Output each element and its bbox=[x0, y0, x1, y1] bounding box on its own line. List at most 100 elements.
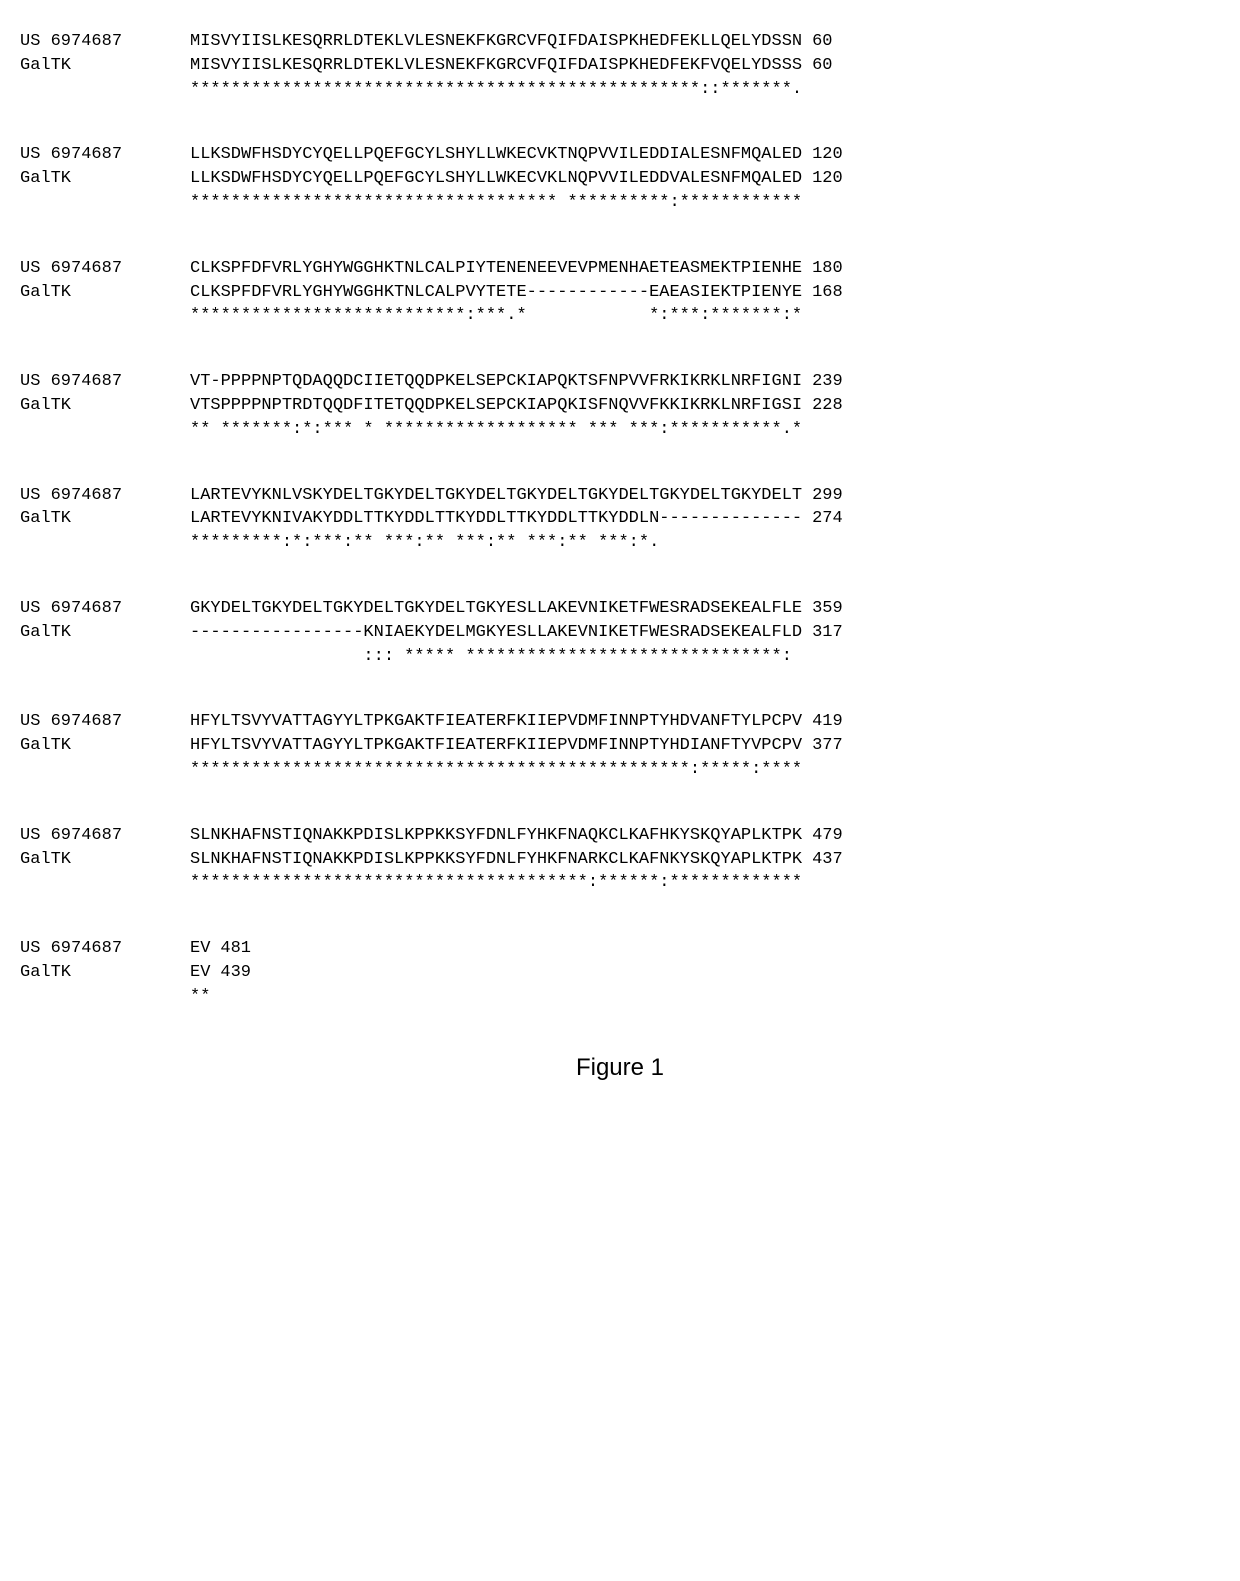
sequence-label-2: GalTK bbox=[20, 167, 190, 191]
sequence-position-1: 481 bbox=[220, 937, 251, 961]
sequence-residues-2: EV bbox=[190, 961, 210, 985]
sequence-residues-1: VT-PPPPNPTQDAQQDCIIETQQDPKELSEPCKIAPQKTS… bbox=[190, 370, 802, 394]
consensus-label bbox=[20, 758, 190, 782]
consensus-label bbox=[20, 78, 190, 102]
consensus-symbols: ::: ***** ******************************… bbox=[190, 645, 792, 669]
sequence-position-1: 359 bbox=[812, 597, 843, 621]
sequence-residues-1: EV bbox=[190, 937, 210, 961]
sequence-row-2: GalTKVTSPPPPNPTRDTQQDFITETQQDPKELSEPCKIA… bbox=[20, 394, 1220, 418]
sequence-position-1: 299 bbox=[812, 484, 843, 508]
consensus-symbols: ***************************:***.* *:***:… bbox=[190, 304, 802, 328]
sequence-position-2: 168 bbox=[812, 281, 843, 305]
consensus-label bbox=[20, 531, 190, 555]
sequence-row-2: GalTK-----------------KNIAEKYDELMGKYESLL… bbox=[20, 621, 1220, 645]
alignment-block: US 6974687LARTEVYKNLVSKYDELTGKYDELTGKYDE… bbox=[20, 484, 1220, 555]
sequence-residues-1: HFYLTSVYVATTAGYYLTPKGAKTFIEATERFKIIEPVDM… bbox=[190, 710, 802, 734]
sequence-position-2: 437 bbox=[812, 848, 843, 872]
sequence-row-1: US 6974687LLKSDWFHSDYCYQELLPQEFGCYLSHYLL… bbox=[20, 143, 1220, 167]
sequence-position-2: 60 bbox=[812, 54, 832, 78]
sequence-row-2: GalTKCLKSPFDFVRLYGHYWGGHKTNLCALPVYTETE--… bbox=[20, 281, 1220, 305]
consensus-symbols: ****************************************… bbox=[190, 758, 802, 782]
alignment-block: US 6974687MISVYIISLKESQRRLDTEKLVLESNEKFK… bbox=[20, 30, 1220, 101]
sequence-position-2: 439 bbox=[220, 961, 251, 985]
sequence-alignment: US 6974687MISVYIISLKESQRRLDTEKLVLESNEKFK… bbox=[20, 30, 1220, 1009]
sequence-position-1: 180 bbox=[812, 257, 843, 281]
sequence-label-1: US 6974687 bbox=[20, 597, 190, 621]
sequence-position-2: 228 bbox=[812, 394, 843, 418]
sequence-row-1: US 6974687MISVYIISLKESQRRLDTEKLVLESNEKFK… bbox=[20, 30, 1220, 54]
consensus-row: ****************************************… bbox=[20, 758, 1220, 782]
sequence-position-1: 419 bbox=[812, 710, 843, 734]
consensus-row: ************************************ ***… bbox=[20, 191, 1220, 215]
sequence-position-2: 317 bbox=[812, 621, 843, 645]
consensus-symbols: *********:*:***:** ***:** ***:** ***:** … bbox=[190, 531, 659, 555]
sequence-row-2: GalTKSLNKHAFNSTIQNAKKPDISLKPPKKSYFDNLFYH… bbox=[20, 848, 1220, 872]
sequence-residues-2: MISVYIISLKESQRRLDTEKLVLESNEKFKGRCVFQIFDA… bbox=[190, 54, 802, 78]
sequence-label-1: US 6974687 bbox=[20, 257, 190, 281]
sequence-row-1: US 6974687GKYDELTGKYDELTGKYDELTGKYDELTGK… bbox=[20, 597, 1220, 621]
sequence-row-2: GalTKMISVYIISLKESQRRLDTEKLVLESNEKFKGRCVF… bbox=[20, 54, 1220, 78]
figure-caption: Figure 1 bbox=[20, 1051, 1220, 1085]
sequence-position-1: 60 bbox=[812, 30, 832, 54]
sequence-label-1: US 6974687 bbox=[20, 484, 190, 508]
sequence-row-2: GalTKHFYLTSVYVATTAGYYLTPKGAKTFIEATERFKII… bbox=[20, 734, 1220, 758]
sequence-position-2: 274 bbox=[812, 507, 843, 531]
sequence-position-2: 377 bbox=[812, 734, 843, 758]
sequence-position-1: 239 bbox=[812, 370, 843, 394]
alignment-block: US 6974687EV 481 GalTKEV 439 ** bbox=[20, 937, 1220, 1008]
alignment-block: US 6974687HFYLTSVYVATTAGYYLTPKGAKTFIEATE… bbox=[20, 710, 1220, 781]
sequence-residues-2: CLKSPFDFVRLYGHYWGGHKTNLCALPVYTETE-------… bbox=[190, 281, 802, 305]
sequence-row-1: US 6974687VT-PPPPNPTQDAQQDCIIETQQDPKELSE… bbox=[20, 370, 1220, 394]
sequence-label-1: US 6974687 bbox=[20, 30, 190, 54]
alignment-block: US 6974687LLKSDWFHSDYCYQELLPQEFGCYLSHYLL… bbox=[20, 143, 1220, 214]
consensus-symbols: ** *******:*:*** * ******************* *… bbox=[190, 418, 802, 442]
consensus-symbols: ** bbox=[190, 985, 210, 1009]
sequence-label-2: GalTK bbox=[20, 507, 190, 531]
consensus-row: *********:*:***:** ***:** ***:** ***:** … bbox=[20, 531, 1220, 555]
sequence-position-1: 120 bbox=[812, 143, 843, 167]
consensus-label bbox=[20, 871, 190, 895]
sequence-label-2: GalTK bbox=[20, 848, 190, 872]
consensus-label bbox=[20, 985, 190, 1009]
sequence-residues-1: LARTEVYKNLVSKYDELTGKYDELTGKYDELTGKYDELTG… bbox=[190, 484, 802, 508]
sequence-row-2: GalTKEV 439 bbox=[20, 961, 1220, 985]
alignment-block: US 6974687GKYDELTGKYDELTGKYDELTGKYDELTGK… bbox=[20, 597, 1220, 668]
consensus-label bbox=[20, 304, 190, 328]
sequence-residues-1: SLNKHAFNSTIQNAKKPDISLKPPKKSYFDNLFYHKFNAQ… bbox=[190, 824, 802, 848]
alignment-block: US 6974687CLKSPFDFVRLYGHYWGGHKTNLCALPIYT… bbox=[20, 257, 1220, 328]
consensus-row: ::: ***** ******************************… bbox=[20, 645, 1220, 669]
sequence-label-2: GalTK bbox=[20, 961, 190, 985]
sequence-label-1: US 6974687 bbox=[20, 937, 190, 961]
sequence-residues-1: GKYDELTGKYDELTGKYDELTGKYDELTGKYESLLAKEVN… bbox=[190, 597, 802, 621]
sequence-label-2: GalTK bbox=[20, 734, 190, 758]
consensus-label bbox=[20, 645, 190, 669]
sequence-residues-1: LLKSDWFHSDYCYQELLPQEFGCYLSHYLLWKECVKTNQP… bbox=[190, 143, 802, 167]
sequence-residues-2: VTSPPPPNPTRDTQQDFITETQQDPKELSEPCKIAPQKIS… bbox=[190, 394, 802, 418]
sequence-row-1: US 6974687EV 481 bbox=[20, 937, 1220, 961]
consensus-label bbox=[20, 191, 190, 215]
consensus-row: ****************************************… bbox=[20, 78, 1220, 102]
alignment-block: US 6974687VT-PPPPNPTQDAQQDCIIETQQDPKELSE… bbox=[20, 370, 1220, 441]
sequence-position-2: 120 bbox=[812, 167, 843, 191]
sequence-label-1: US 6974687 bbox=[20, 143, 190, 167]
consensus-row: ***************************:***.* *:***:… bbox=[20, 304, 1220, 328]
sequence-label-2: GalTK bbox=[20, 621, 190, 645]
consensus-row: ** *******:*:*** * ******************* *… bbox=[20, 418, 1220, 442]
sequence-label-1: US 6974687 bbox=[20, 370, 190, 394]
sequence-label-1: US 6974687 bbox=[20, 710, 190, 734]
sequence-residues-2: -----------------KNIAEKYDELMGKYESLLAKEVN… bbox=[190, 621, 802, 645]
consensus-symbols: ***************************************:… bbox=[190, 871, 802, 895]
sequence-row-1: US 6974687HFYLTSVYVATTAGYYLTPKGAKTFIEATE… bbox=[20, 710, 1220, 734]
sequence-residues-2: SLNKHAFNSTIQNAKKPDISLKPPKKSYFDNLFYHKFNAR… bbox=[190, 848, 802, 872]
sequence-row-2: GalTKLLKSDWFHSDYCYQELLPQEFGCYLSHYLLWKECV… bbox=[20, 167, 1220, 191]
consensus-row: ***************************************:… bbox=[20, 871, 1220, 895]
sequence-row-2: GalTKLARTEVYKNIVAKYDDLTTKYDDLTTKYDDLTTKY… bbox=[20, 507, 1220, 531]
sequence-residues-2: HFYLTSVYVATTAGYYLTPKGAKTFIEATERFKIIEPVDM… bbox=[190, 734, 802, 758]
sequence-label-1: US 6974687 bbox=[20, 824, 190, 848]
sequence-residues-1: MISVYIISLKESQRRLDTEKLVLESNEKFKGRCVFQIFDA… bbox=[190, 30, 802, 54]
sequence-residues-2: LARTEVYKNIVAKYDDLTTKYDDLTTKYDDLTTKYDDLTT… bbox=[190, 507, 802, 531]
alignment-block: US 6974687SLNKHAFNSTIQNAKKPDISLKPPKKSYFD… bbox=[20, 824, 1220, 895]
sequence-row-1: US 6974687CLKSPFDFVRLYGHYWGGHKTNLCALPIYT… bbox=[20, 257, 1220, 281]
consensus-symbols: ************************************ ***… bbox=[190, 191, 802, 215]
consensus-label bbox=[20, 418, 190, 442]
